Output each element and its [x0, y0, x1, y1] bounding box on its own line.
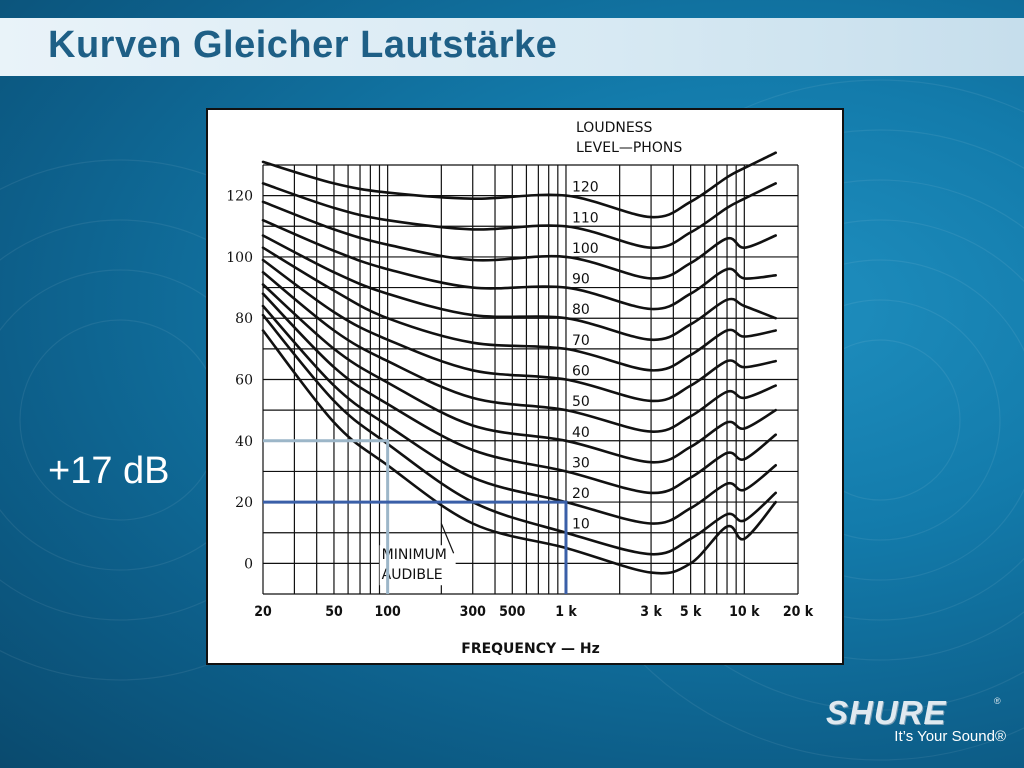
- annotation-label: +17 dB: [48, 450, 170, 492]
- y-tick-label: 40: [235, 434, 253, 450]
- phon-label-bg: [569, 423, 592, 440]
- phon-label-110: 110: [572, 210, 599, 226]
- phon-label-bg: [569, 331, 592, 348]
- x-tick-label: 100: [375, 604, 402, 620]
- y-tick-label: 20: [235, 495, 253, 511]
- minimum-audible-label-line1: MINIMUM: [382, 547, 447, 563]
- marker-100-hz: [263, 439, 390, 594]
- phon-label-80: 80: [572, 302, 590, 318]
- curve-90: [261, 218, 777, 311]
- marker-1-khz: [263, 500, 568, 594]
- phon-label-bg: [569, 454, 592, 471]
- phon-label-20: 20: [572, 486, 590, 502]
- x-tick-label: 1 k: [555, 604, 577, 620]
- title-bar: [0, 18, 1024, 76]
- curve-80: [261, 234, 777, 342]
- phon-label-bg: [569, 270, 592, 287]
- curve-110: [261, 182, 777, 250]
- curve-50: [261, 271, 777, 433]
- minimum-audible-pointer: [440, 523, 455, 554]
- curve-10: [261, 313, 777, 556]
- curve-20: [261, 304, 777, 525]
- phon-label-40: 40: [572, 425, 590, 441]
- x-tick-label: 10 k: [729, 604, 760, 620]
- curve-60: [261, 258, 777, 403]
- equal-loudness-chart: 0 20 40 60 80 100 120 20 50 100 300 500 1 k 3 k 5 k 10 …: [226, 120, 814, 657]
- y-tick-label: 100: [226, 250, 253, 266]
- phon-label-bg: [569, 515, 592, 532]
- phon-label-90: 90: [572, 272, 590, 288]
- x-axis-title: FREQUENCY — Hz: [461, 641, 599, 657]
- legend-title-line1: LOUDNESS: [576, 120, 653, 136]
- minimum-audible-bg: [379, 545, 456, 586]
- phon-label-10: 10: [572, 517, 590, 533]
- phon-label-100: 100: [572, 241, 599, 257]
- phon-label-bg: [569, 301, 592, 318]
- slide-title: Kurven Gleicher Lautstärke: [48, 24, 558, 66]
- chart-frame: 0 20 40 60 80 100 120 20 50 100 300 500 1 k 3 k 5 k 10 …: [206, 108, 844, 665]
- phon-label-bg: [569, 178, 601, 195]
- curve-100: [261, 200, 777, 280]
- phon-label-30: 30: [572, 455, 590, 471]
- phon-label-bg: [569, 209, 601, 226]
- phon-label-120: 120: [572, 180, 599, 196]
- x-tick-label: 3 k: [640, 604, 662, 620]
- curve-30: [261, 292, 777, 495]
- curve-70: [261, 246, 777, 372]
- minimum-audible-label-line2: AUDIBLE: [382, 567, 443, 583]
- curve-40: [261, 283, 777, 464]
- phon-label-50: 50: [572, 394, 590, 410]
- x-tick-label: 20 k: [783, 604, 814, 620]
- phon-label-bg: [569, 485, 592, 502]
- phon-label-70: 70: [572, 333, 590, 349]
- x-tick-label: 20: [254, 604, 272, 620]
- phon-label-60: 60: [572, 364, 590, 380]
- phon-label-bg: [569, 239, 601, 256]
- logo-registered-mark: ®: [994, 696, 1001, 706]
- y-tick-label: 60: [235, 373, 253, 389]
- curve-120: [261, 151, 777, 219]
- y-tick-label: 0: [244, 556, 253, 572]
- curve-minimum-audible: [261, 329, 777, 575]
- x-tick-label: 300: [460, 604, 487, 620]
- tagline: It’s Your Sound®: [894, 728, 1006, 745]
- phon-label-bg: [569, 393, 592, 410]
- y-tick-label: 120: [226, 189, 253, 205]
- x-tick-label: 500: [499, 604, 526, 620]
- shure-logo: SHURE ®: [826, 694, 1006, 754]
- legend-title-line2: LEVEL—PHONS: [576, 140, 682, 156]
- logo-wordmark: SHURE: [826, 694, 947, 731]
- x-tick-label: 5 k: [680, 604, 702, 620]
- x-tick-label: 50: [325, 604, 343, 620]
- y-tick-label: 80: [235, 311, 253, 327]
- phon-label-bg: [569, 362, 592, 379]
